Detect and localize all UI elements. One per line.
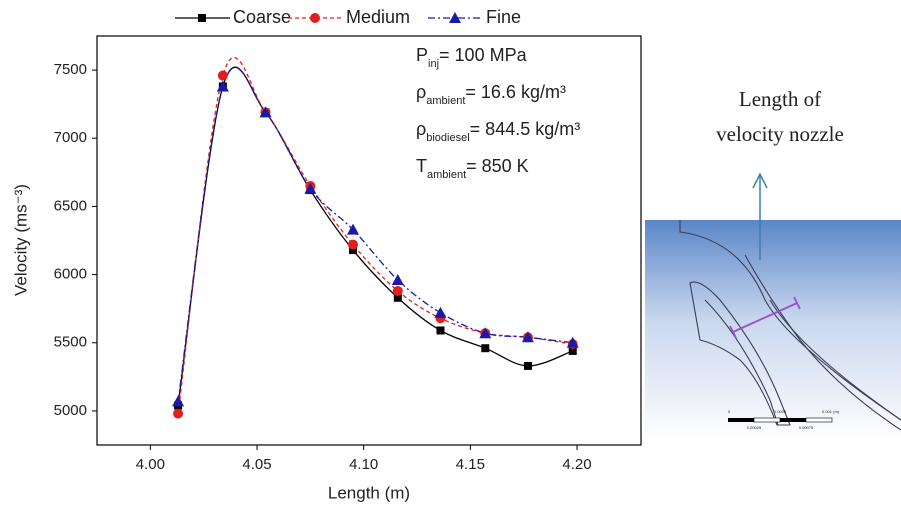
x-tick-label: 4.05 [242,456,271,473]
annotation-subscript: ambient [427,169,466,181]
y-tick-label: 6000 [54,266,87,283]
annotation-subscript: ambient [426,95,465,107]
legend-item: Medium [288,7,410,27]
y-tick-label: 5000 [54,402,87,419]
annotation-value: = 850 K [466,156,529,176]
y-tick-label: 5500 [54,334,87,351]
inset-caption: Length of [739,87,821,111]
scale-label: 0.00075 [799,425,814,430]
marker [217,80,229,91]
annotation-symbol: ρ [416,82,426,102]
marker [198,14,206,22]
marker [310,13,320,23]
annotation-symbol: P [416,45,428,65]
annotation-symbol: T [416,156,427,176]
scale-bar [806,418,832,422]
annotation-value: = 16.6 kg/m³ [465,82,566,102]
series-line [178,68,573,402]
annotation: ρambient= 16.6 kg/m³ [416,82,566,107]
x-tick-label: 4.20 [562,456,591,473]
x-tick-label: 4.00 [136,456,165,473]
y-tick-label: 6500 [54,197,87,214]
annotation: Pinj= 100 MPa [416,45,528,70]
annotation-subscript: inj [428,58,439,70]
marker [434,307,446,318]
legend-label: Coarse [233,7,291,27]
marker [436,326,444,334]
annotation: Tambient= 850 K [416,156,529,181]
scale-label: 0.00025 [747,425,762,430]
nozzle-inset: 0 0.0005 0.001 (m) 0.00025 0.00075 Lengt… [645,87,901,442]
marker [481,344,489,352]
scale-label: 0.0005 [774,409,787,414]
inset-caption: velocity nozzle [716,122,844,146]
marker [393,286,403,296]
scale-bar [780,418,806,422]
marker [218,71,228,81]
legend-item: Coarse [175,7,291,27]
scale-bar [754,418,780,422]
x-tick-label: 4.10 [349,456,378,473]
x-axis-title: Length (m) [328,483,410,502]
marker [524,362,532,370]
scale-label: 0.001 (m) [822,409,840,414]
marker [347,224,359,235]
annotation-value: = 844.5 kg/m³ [470,119,581,139]
y-axis-title: Velocity (ms⁻³) [11,184,30,296]
marker [173,409,183,419]
legend-label: Fine [486,7,521,27]
y-tick-label: 7500 [54,61,87,78]
marker [172,395,184,406]
marker [348,240,358,250]
figure: 0 0.0005 0.001 (m) 0.00025 0.00075 Lengt… [0,0,901,506]
annotation-symbol: ρ [416,119,426,139]
annotation-value: = 100 MPa [439,45,528,65]
series-line [178,57,573,413]
legend-label: Medium [346,7,410,27]
x-tick-label: 4.15 [456,456,485,473]
scale-bar [728,418,754,422]
legend-item: Fine [428,7,521,27]
annotation-subscript: biodiesel [426,132,469,144]
annotation: ρbiodiesel= 844.5 kg/m³ [416,119,580,144]
y-tick-label: 7000 [54,129,87,146]
